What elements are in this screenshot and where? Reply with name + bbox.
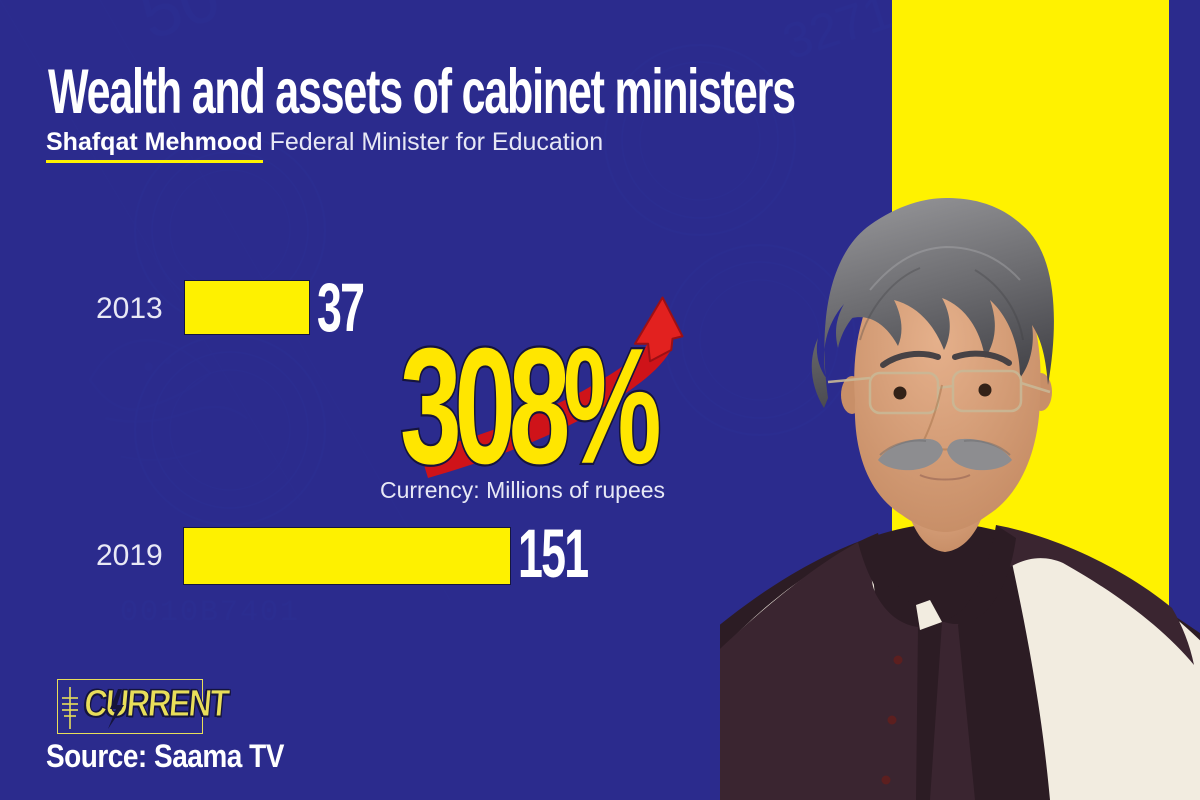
svg-text:0010B7401: 0010B7401 — [120, 596, 300, 630]
